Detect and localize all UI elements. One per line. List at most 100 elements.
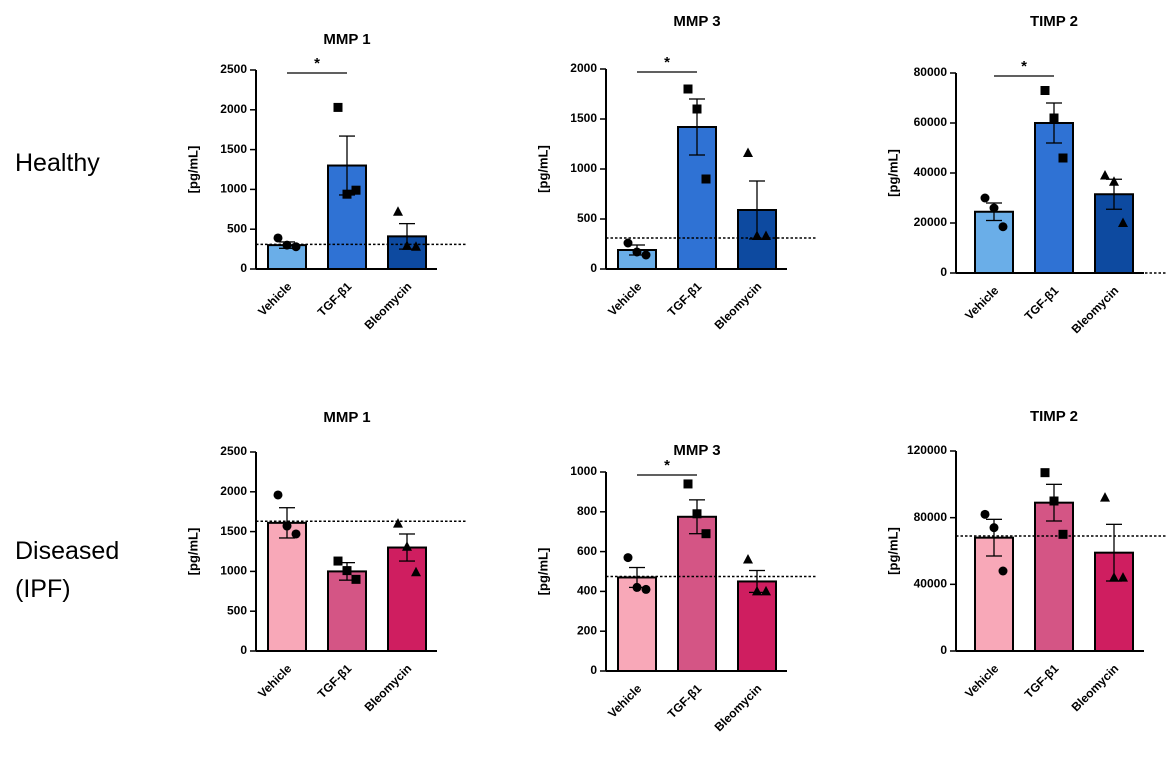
x-tick-label: TGF-β1 <box>1022 283 1062 323</box>
x-tick-label: Bleomycin <box>1069 661 1122 714</box>
y-axis-label: [pg/mL] <box>885 149 900 197</box>
x-tick-label: Vehicle <box>255 661 294 700</box>
row-label: Diseased <box>15 537 119 565</box>
data-point <box>632 582 642 592</box>
data-point <box>273 233 283 243</box>
data-point <box>351 185 361 195</box>
bar <box>1034 501 1074 652</box>
data-point <box>980 193 990 203</box>
x-tick-label: Bleomycin <box>1069 283 1122 336</box>
x-tick-label: Bleomycin <box>362 279 415 332</box>
y-tick-label: 40000 <box>914 165 948 179</box>
y-axis-label: [pg/mL] <box>535 145 550 193</box>
data-point <box>282 240 292 250</box>
data-point <box>989 523 999 533</box>
y-tick-label: 2000 <box>220 484 247 498</box>
data-point <box>273 490 283 500</box>
data-point <box>1100 170 1110 180</box>
x-tick-label: Bleomycin <box>712 279 765 332</box>
data-point <box>1100 492 1110 502</box>
y-tick-label: 1500 <box>220 524 247 538</box>
x-tick-label: TGF-β1 <box>1022 661 1062 701</box>
data-point <box>291 242 301 252</box>
data-point <box>692 509 702 519</box>
chart-title: MMP 1 <box>323 31 370 48</box>
chart-title: TIMP 2 <box>1030 13 1078 30</box>
y-tick-label: 1000 <box>570 464 597 478</box>
data-point <box>1049 113 1059 123</box>
y-tick-label: 2500 <box>220 444 247 458</box>
data-point <box>342 566 352 576</box>
data-point <box>743 147 753 157</box>
data-point <box>623 553 633 563</box>
significance-label: * <box>664 54 670 71</box>
x-tick-label: Vehicle <box>962 661 1001 700</box>
y-tick-label: 0 <box>240 261 247 275</box>
data-point <box>1109 176 1119 186</box>
data-point <box>402 541 412 551</box>
bar <box>1094 551 1134 653</box>
data-point <box>333 556 343 566</box>
data-point <box>998 566 1008 576</box>
y-tick-label: 2000 <box>570 61 597 75</box>
y-tick-label: 1000 <box>220 564 247 578</box>
data-point <box>743 554 753 564</box>
y-tick-label: 1500 <box>220 142 247 156</box>
data-point <box>641 584 651 594</box>
data-point <box>641 250 651 260</box>
y-axis-label: [pg/mL] <box>535 548 550 596</box>
y-tick-label: 120000 <box>907 443 947 457</box>
y-tick-label: 0 <box>940 643 947 657</box>
data-point <box>1040 468 1050 478</box>
y-axis-label: [pg/mL] <box>185 146 200 194</box>
data-point <box>752 585 762 596</box>
data-point <box>402 240 412 250</box>
x-tick-label: Bleomycin <box>712 681 765 734</box>
significance-label: * <box>314 55 320 72</box>
data-point <box>761 585 771 596</box>
data-point <box>411 566 421 577</box>
data-point <box>1040 86 1050 95</box>
y-tick-label: 80000 <box>914 510 948 524</box>
data-point <box>623 238 633 248</box>
data-point <box>1109 572 1119 582</box>
y-tick-label: 0 <box>590 663 597 677</box>
row-label: (IPF) <box>15 575 71 603</box>
data-point <box>989 203 999 213</box>
data-point <box>683 84 693 94</box>
data-point <box>701 529 711 539</box>
y-tick-label: 400 <box>577 584 597 598</box>
chart-title: MMP 1 <box>323 409 370 426</box>
x-tick-label: TGF-β1 <box>315 279 355 319</box>
y-tick-label: 40000 <box>914 577 948 591</box>
y-tick-label: 500 <box>227 221 247 235</box>
y-tick-label: 0 <box>940 265 947 279</box>
data-point <box>1118 572 1128 582</box>
x-tick-label: TGF-β1 <box>665 681 705 721</box>
y-tick-label: 500 <box>577 211 597 225</box>
bar <box>387 546 427 653</box>
bar <box>267 521 307 652</box>
data-point <box>701 174 711 184</box>
y-tick-label: 80000 <box>914 65 948 79</box>
chart-title: TIMP 2 <box>1030 408 1078 425</box>
data-point <box>393 206 403 216</box>
data-point <box>333 102 343 112</box>
chart-title: MMP 3 <box>673 13 720 30</box>
x-tick-label: Vehicle <box>605 681 644 720</box>
data-point <box>342 189 352 199</box>
y-tick-label: 1000 <box>570 161 597 175</box>
y-tick-label: 200 <box>577 623 597 637</box>
bar <box>617 576 657 672</box>
y-tick-label: 60000 <box>914 115 948 129</box>
bar <box>677 515 717 673</box>
data-point <box>692 104 702 114</box>
data-point <box>1118 217 1128 227</box>
data-point <box>291 529 301 539</box>
y-tick-label: 800 <box>577 504 597 518</box>
data-point <box>1058 529 1068 539</box>
data-point <box>351 574 361 584</box>
y-axis-label: [pg/mL] <box>885 527 900 575</box>
data-point <box>980 509 990 519</box>
